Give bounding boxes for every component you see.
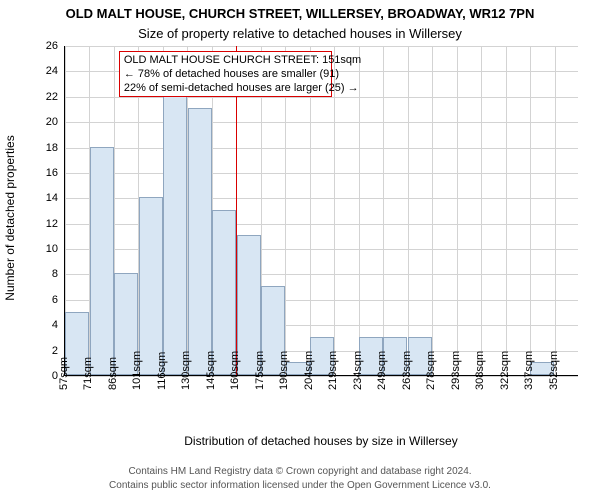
grid-line-v	[530, 46, 531, 375]
chart-subtitle: Size of property relative to detached ho…	[0, 26, 600, 41]
chart-root: OLD MALT HOUSE, CHURCH STREET, WILLERSEY…	[0, 0, 600, 500]
grid-line-v	[359, 46, 360, 375]
y-tick-label: 16	[30, 167, 58, 179]
y-tick-label: 24	[30, 65, 58, 77]
histogram-bar	[188, 108, 212, 375]
grid-line-h	[65, 46, 578, 47]
annotation-line-2: ← 78% of detached houses are smaller (91…	[124, 68, 327, 82]
property-annotation: OLD MALT HOUSE CHURCH STREET: 151sqm← 78…	[119, 51, 332, 97]
grid-line-v	[481, 46, 482, 375]
copyright-line-1: Contains HM Land Registry data © Crown c…	[0, 466, 600, 477]
chart-title-address: OLD MALT HOUSE, CHURCH STREET, WILLERSEY…	[0, 6, 600, 21]
annotation-line-1: OLD MALT HOUSE CHURCH STREET: 151sqm	[124, 54, 327, 68]
annotation-line-3: 22% of semi-detached houses are larger (…	[124, 82, 327, 96]
grid-line-h	[65, 122, 578, 123]
y-tick-label: 8	[30, 268, 58, 280]
y-tick-label: 4	[30, 319, 58, 331]
y-tick-label: 12	[30, 218, 58, 230]
histogram-bar	[90, 147, 114, 375]
x-axis-label: Distribution of detached houses by size …	[64, 434, 578, 448]
y-tick-label: 18	[30, 142, 58, 154]
y-tick-label: 20	[30, 116, 58, 128]
y-tick-label: 26	[30, 40, 58, 52]
grid-line-v	[457, 46, 458, 375]
grid-line-v	[506, 46, 507, 375]
grid-line-h	[65, 97, 578, 98]
grid-line-h	[65, 173, 578, 174]
grid-line-v	[334, 46, 335, 375]
y-tick-label: 6	[30, 294, 58, 306]
grid-line-v	[555, 46, 556, 375]
plot-area: OLD MALT HOUSE CHURCH STREET: 151sqm← 78…	[64, 46, 578, 376]
histogram-bar	[163, 96, 187, 375]
y-tick-label: 2	[30, 345, 58, 357]
y-tick-label: 22	[30, 91, 58, 103]
y-tick-label: 0	[30, 370, 58, 382]
y-tick-label: 14	[30, 192, 58, 204]
grid-line-h	[65, 148, 578, 149]
y-tick-label: 10	[30, 243, 58, 255]
grid-line-v	[432, 46, 433, 375]
grid-line-v	[408, 46, 409, 375]
grid-line-v	[383, 46, 384, 375]
histogram-bar	[139, 197, 163, 375]
copyright-line-2: Contains public sector information licen…	[0, 480, 600, 491]
